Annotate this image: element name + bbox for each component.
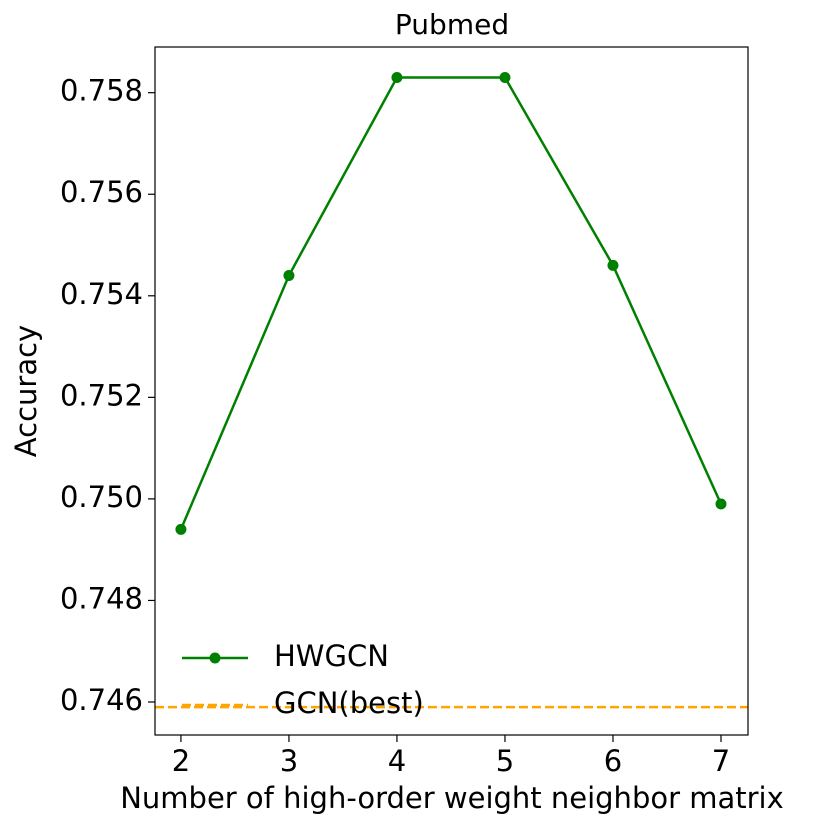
data-point <box>607 259 619 271</box>
y-tick-label: 0.756 <box>60 175 143 209</box>
plot-frame <box>154 46 749 736</box>
x-tick-label: 4 <box>388 744 406 778</box>
data-point <box>283 269 295 281</box>
y-tick-label: 0.754 <box>60 277 143 311</box>
data-point <box>715 498 727 510</box>
y-axis-label: Accuracy <box>9 325 43 457</box>
x-axis-label: Number of high-order weight neighbor mat… <box>120 781 784 815</box>
y-tick-label: 0.748 <box>60 581 143 615</box>
legend-label: HWGCN <box>274 639 389 673</box>
legend-marker <box>209 652 221 664</box>
legend-label: GCN(best) <box>274 686 424 720</box>
x-tick-label: 5 <box>496 744 514 778</box>
y-tick-label: 0.746 <box>60 683 143 717</box>
x-tick-label: 7 <box>712 744 730 778</box>
data-point <box>499 71 511 83</box>
series-line <box>179 76 723 530</box>
y-tick-label: 0.752 <box>60 378 143 412</box>
chart-title: Pubmed <box>395 8 509 41</box>
y-tick-label: 0.758 <box>60 74 143 108</box>
y-tick-label: 0.750 <box>60 480 143 514</box>
x-tick-label: 2 <box>172 744 190 778</box>
x-tick-label: 3 <box>280 744 298 778</box>
x-tick-label: 6 <box>604 744 622 778</box>
data-point <box>175 523 187 535</box>
data-point <box>391 71 403 83</box>
